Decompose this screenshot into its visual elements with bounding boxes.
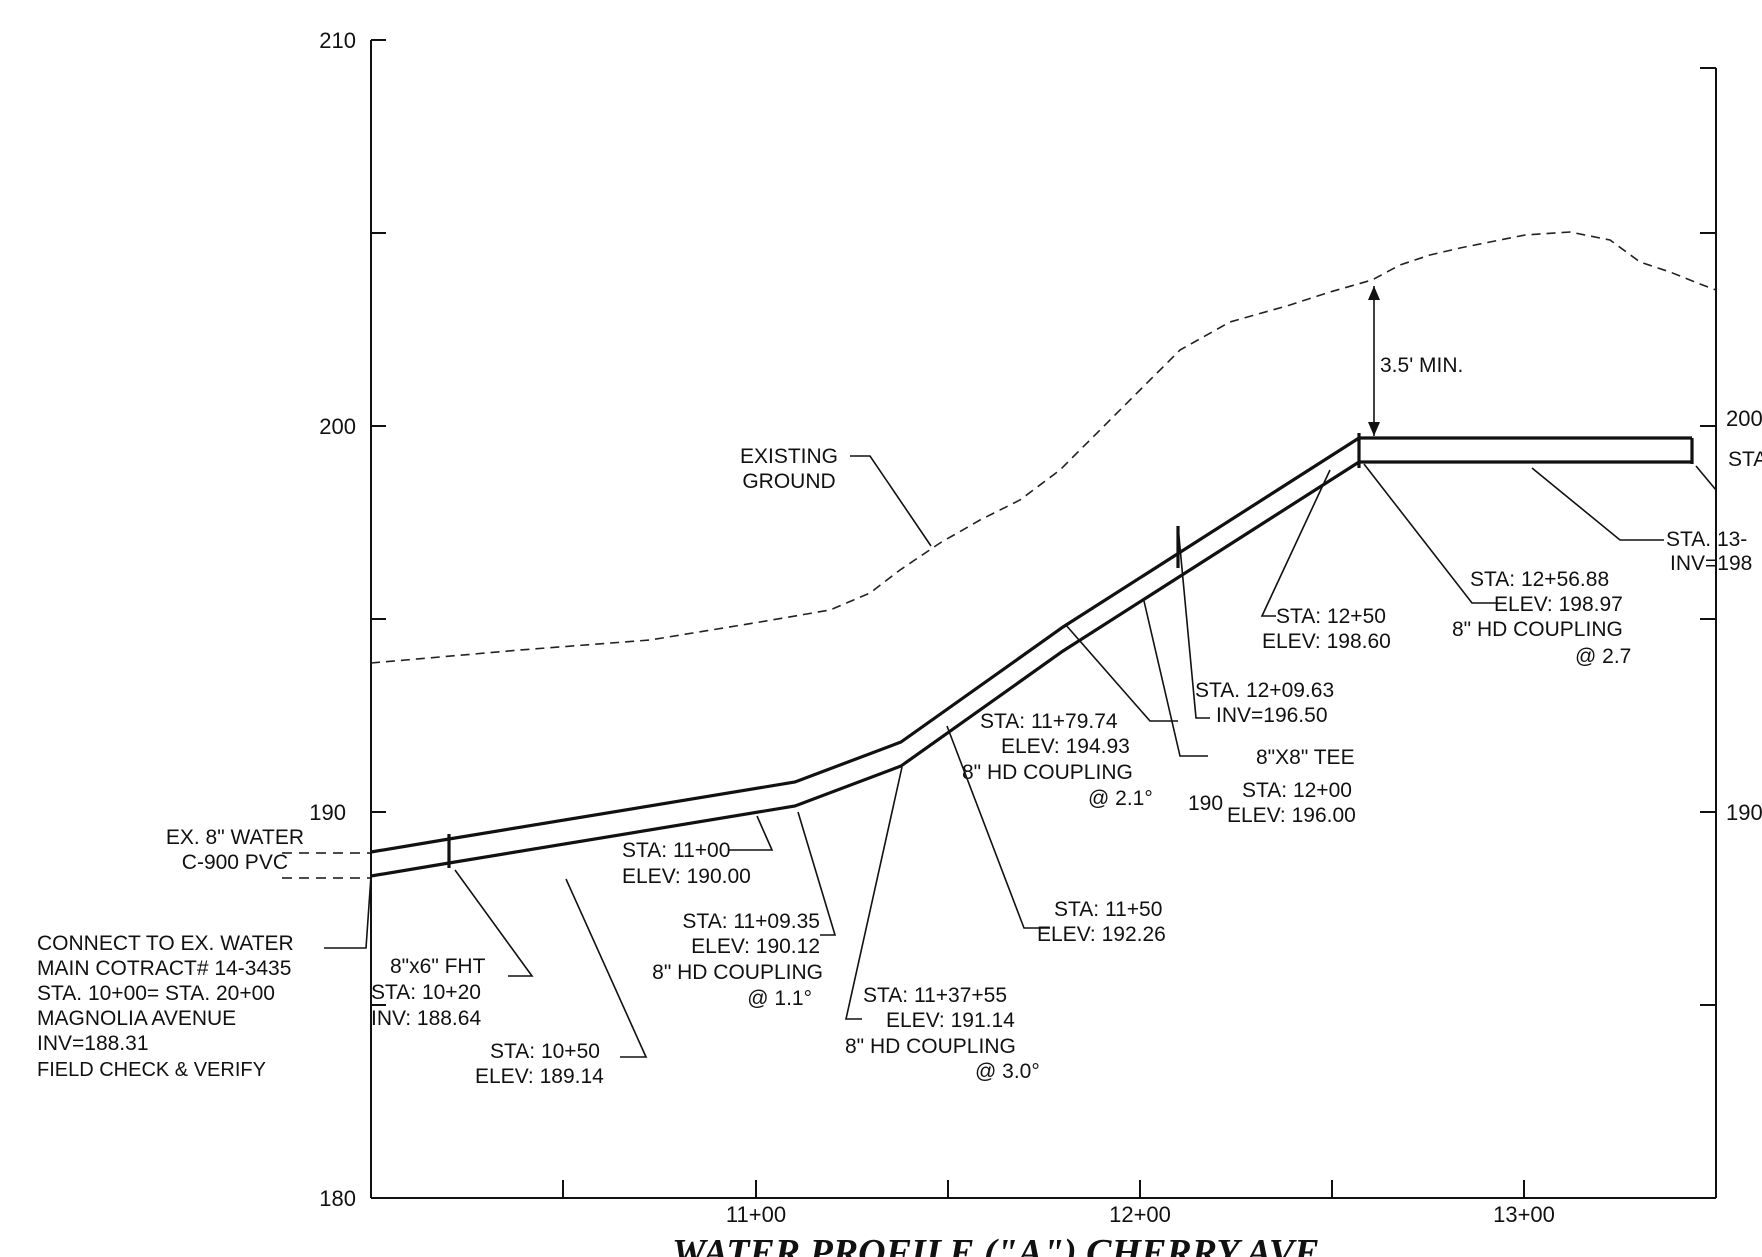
sta-1100-label-line2: ELEV: 190.00 bbox=[622, 865, 751, 888]
fht-label-line3: INV: 188.64 bbox=[371, 1007, 481, 1030]
axes-frame bbox=[370, 39, 1717, 1199]
sta-117974-label-line1: STA: 11+79.74 bbox=[980, 710, 1118, 733]
connect-label-line3: STA. 10+00= STA. 20+00 bbox=[37, 982, 275, 1005]
sta-1150-leader bbox=[946, 725, 1050, 929]
sta-1150-label-line2: ELEV: 192.26 bbox=[1037, 923, 1166, 946]
right-elev-label-190: 190 bbox=[1726, 800, 1762, 825]
right-sta-leader bbox=[1695, 465, 1717, 491]
profile-title: WATER PROFILE ("A") CHERRY AVE bbox=[672, 1232, 1320, 1257]
pipe-crown-line bbox=[370, 436, 1692, 854]
sta-110935-label-line2: ELEV: 190.12 bbox=[691, 935, 820, 958]
sta-113755-label-line3: 8" HD COUPLING bbox=[845, 1035, 1016, 1058]
connect-label-line4: MAGNOLIA AVENUE bbox=[37, 1007, 236, 1030]
sta-117974-label-line3: 8" HD COUPLING bbox=[962, 761, 1133, 784]
elev-label-190: 190 bbox=[309, 800, 346, 825]
sta-110935-label-line3: 8" HD COUPLING bbox=[652, 961, 823, 984]
sta-1250-leader bbox=[1260, 469, 1331, 617]
sta-113755-label-line4: @ 3.0° bbox=[975, 1060, 1040, 1083]
sta-110935-leader bbox=[797, 811, 837, 936]
sta-117974-label-line4: @ 2.1° bbox=[1088, 787, 1153, 810]
sta-1150-label-line1: STA: 11+50 bbox=[1054, 898, 1162, 921]
station-label-1200: 12+00 bbox=[1109, 1202, 1171, 1227]
right-inv-label: INV=198 bbox=[1670, 552, 1752, 575]
sta-125688-label-line3: 8" HD COUPLING bbox=[1452, 618, 1623, 641]
elev-label-210: 210 bbox=[319, 28, 356, 53]
tee-label-line1: 8"X8" TEE bbox=[1256, 746, 1355, 769]
min-cover-dimension bbox=[1368, 286, 1380, 436]
sta-113755-label-line2: ELEV: 191.14 bbox=[886, 1009, 1015, 1032]
ex-water-label-line1: EX. 8" WATER bbox=[166, 826, 304, 849]
sta-1250-label-line1: STA: 12+50 bbox=[1276, 605, 1386, 628]
sta-125688-label-line4: @ 2.7 bbox=[1575, 645, 1631, 668]
sta-1100-leader bbox=[728, 815, 774, 851]
sta-120963-label-line2: INV=196.50 bbox=[1216, 704, 1328, 727]
right-elev-label-200: 200 bbox=[1726, 406, 1762, 431]
min-cover-arrow-top bbox=[1368, 286, 1380, 300]
sta-125688-leader bbox=[1363, 463, 1496, 604]
sta-1100-label-line1: STA: 11+00 bbox=[622, 839, 730, 862]
sta-113755-label-line1: STA: 11+37+55 bbox=[863, 984, 1007, 1007]
sta-120963-leader bbox=[1177, 525, 1210, 719]
existing-ground-label-line1: EXISTING bbox=[740, 445, 838, 468]
grid-label-190: 190 bbox=[1188, 792, 1223, 815]
sta-117974-leader bbox=[1064, 623, 1178, 722]
elev-label-200: 200 bbox=[319, 414, 356, 439]
connect-label-line5: INV=188.31 bbox=[37, 1032, 149, 1055]
leaders bbox=[324, 455, 1717, 1058]
connect-label-line6: FIELD CHECK & VERIFY bbox=[37, 1059, 266, 1081]
sta-125688-label-line1: STA: 12+56.88 bbox=[1470, 568, 1609, 591]
sta-13-leader bbox=[1531, 467, 1664, 541]
sta-1050-leader bbox=[565, 878, 648, 1058]
fht-label-line2: STA: 10+20 bbox=[371, 981, 481, 1004]
tee-label-line2: STA: 12+00 bbox=[1242, 779, 1352, 802]
sta-117974-label-line2: ELEV: 194.93 bbox=[1001, 735, 1130, 758]
right-sta-label: STA. 13- bbox=[1666, 528, 1747, 551]
station-label-1300: 13+00 bbox=[1493, 1202, 1555, 1227]
sta-110935-label-line4: @ 1.1° bbox=[747, 987, 812, 1010]
connect-label-line2: MAIN COTRACT# 14-3435 bbox=[37, 957, 291, 980]
tee-leader bbox=[1143, 600, 1208, 757]
right-sta-partial-label: STA bbox=[1728, 448, 1762, 471]
station-label-1100: 11+00 bbox=[726, 1202, 786, 1227]
fht-leader bbox=[454, 869, 534, 977]
existing-ground-label-line2: GROUND bbox=[742, 470, 835, 493]
elev-label-180: 180 bbox=[319, 1186, 356, 1211]
ex-water-label-line2: C-900 PVC bbox=[182, 851, 288, 874]
existing-ground-leader bbox=[850, 455, 932, 547]
sta-113755-leader bbox=[845, 766, 903, 1020]
min-cover-label: 3.5' MIN. bbox=[1380, 354, 1463, 377]
sta-120963-label-line1: STA. 12+09.63 bbox=[1195, 679, 1334, 702]
sta-1050-label-line1: STA: 10+50 bbox=[490, 1040, 600, 1063]
sta-125688-label-line2: ELEV: 198.97 bbox=[1494, 593, 1623, 616]
connect-leader bbox=[324, 875, 372, 949]
sta-110935-label-line1: STA: 11+09.35 bbox=[682, 910, 820, 933]
fht-label-line1: 8"x6" FHT bbox=[390, 955, 486, 978]
sta-1250-label-line2: ELEV: 198.60 bbox=[1262, 630, 1391, 653]
tee-label-line3: ELEV: 196.00 bbox=[1227, 804, 1356, 827]
sta-1050-label-line2: ELEV: 189.14 bbox=[475, 1065, 604, 1088]
pipe-invert-line bbox=[370, 460, 1692, 878]
existing-ground-line bbox=[370, 231, 1717, 664]
min-cover-arrow-bottom bbox=[1368, 422, 1380, 436]
connect-label-line1: CONNECT TO EX. WATER bbox=[37, 932, 294, 955]
